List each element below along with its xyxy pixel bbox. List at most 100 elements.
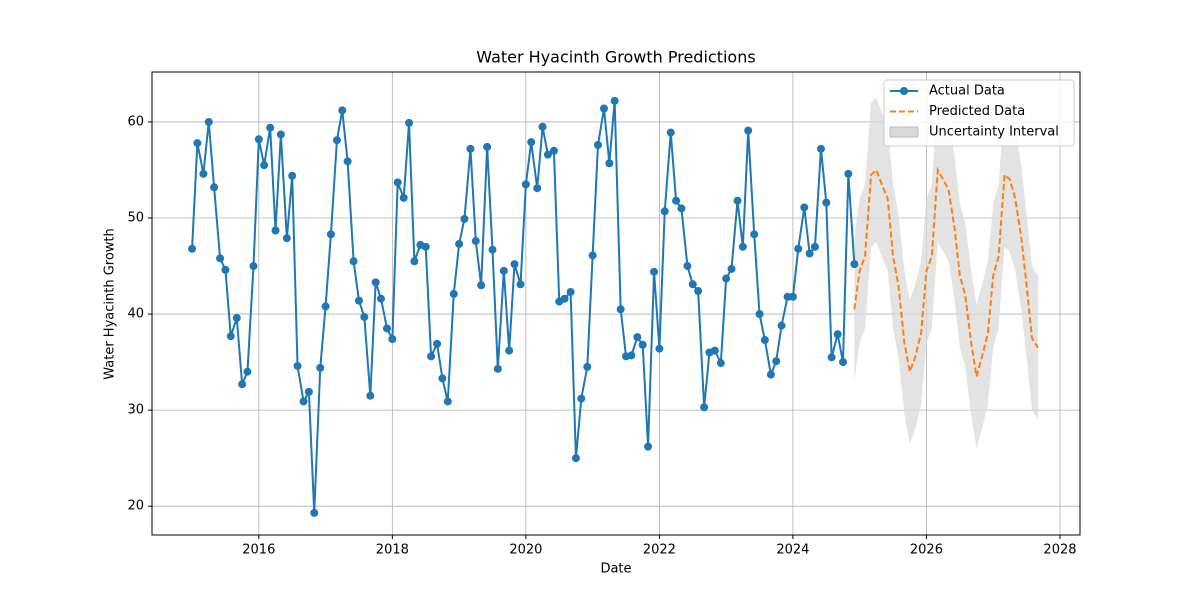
data-point	[788, 292, 797, 301]
data-point	[238, 380, 247, 389]
y-axis-label: Water Hyacinth Growth	[103, 228, 118, 380]
x-tick-label: 2024	[776, 543, 809, 558]
data-point	[349, 257, 358, 266]
data-point	[549, 146, 558, 155]
data-point	[360, 312, 369, 321]
x-tick-label: 2018	[376, 543, 409, 558]
x-axis-label: Date	[600, 562, 631, 577]
data-point	[844, 169, 853, 178]
x-tick-label: 2020	[509, 543, 542, 558]
data-point	[833, 330, 842, 339]
x-tick-label: 2026	[910, 543, 943, 558]
data-point	[438, 374, 447, 383]
data-point	[421, 242, 430, 251]
data-point	[499, 266, 508, 275]
data-point	[221, 265, 230, 274]
legend-swatch	[889, 126, 919, 138]
data-point	[343, 157, 352, 166]
data-point	[627, 351, 636, 360]
data-point	[794, 244, 803, 253]
x-tick-label: 2022	[643, 543, 676, 558]
data-point	[405, 118, 414, 127]
data-point	[683, 262, 692, 271]
data-point	[599, 104, 608, 113]
data-point	[577, 394, 586, 403]
data-point	[471, 237, 480, 246]
data-point	[672, 196, 681, 205]
data-point	[293, 361, 302, 370]
data-point	[354, 296, 363, 305]
data-point	[505, 346, 514, 355]
data-point	[710, 346, 719, 355]
data-point	[700, 403, 709, 412]
data-point	[560, 294, 569, 303]
data-point	[366, 391, 375, 400]
data-point	[694, 287, 703, 296]
legend-label: Uncertainty Interval	[929, 125, 1059, 140]
data-point	[750, 230, 759, 239]
data-point	[766, 370, 775, 379]
data-point	[466, 144, 475, 153]
data-point	[232, 313, 241, 322]
series-line	[853, 166, 1039, 377]
data-point	[616, 305, 625, 314]
data-point	[226, 332, 235, 341]
y-tick-label: 20	[127, 499, 144, 514]
data-point	[677, 204, 686, 213]
data-point	[483, 142, 492, 151]
data-point	[827, 353, 836, 362]
legend-box	[883, 79, 1075, 147]
data-point	[254, 135, 263, 144]
data-point	[427, 352, 436, 361]
data-point	[810, 242, 819, 251]
data-point	[688, 280, 697, 289]
data-point	[266, 123, 275, 132]
data-point	[460, 214, 469, 223]
data-point	[399, 193, 408, 202]
data-point	[533, 184, 542, 193]
x-tick-label: 2028	[1043, 543, 1076, 558]
data-point	[193, 139, 202, 148]
data-point	[288, 171, 297, 180]
data-point	[760, 336, 769, 345]
legend-label: Predicted Data	[929, 104, 1025, 119]
data-point	[593, 141, 602, 150]
data-point	[376, 294, 385, 303]
chart-title: Water Hyacinth Growth Predictions	[476, 48, 755, 67]
data-point	[800, 203, 809, 212]
data-point	[772, 357, 781, 366]
data-point	[583, 362, 592, 371]
data-point	[638, 340, 647, 349]
data-point	[543, 150, 552, 159]
data-point	[304, 387, 313, 396]
data-point	[493, 364, 502, 373]
legend-label: Actual Data	[929, 84, 1005, 99]
data-point	[666, 128, 675, 137]
plot-frame	[151, 71, 1081, 536]
data-point	[316, 363, 325, 372]
data-point	[650, 267, 659, 276]
data-point	[727, 264, 736, 273]
data-point	[538, 122, 547, 131]
data-point	[838, 358, 847, 367]
data-point	[433, 339, 442, 348]
data-point	[644, 442, 653, 451]
y-tick-label: 60	[127, 114, 144, 129]
x-tick-label: 2016	[242, 543, 275, 558]
data-point	[449, 289, 458, 298]
data-point	[566, 287, 575, 296]
data-point	[588, 251, 597, 260]
data-point	[571, 454, 580, 463]
data-point	[660, 207, 669, 216]
data-point	[510, 260, 519, 269]
y-tick-label: 50	[127, 211, 144, 226]
data-point	[326, 230, 335, 239]
data-point	[733, 196, 742, 205]
data-point	[216, 254, 225, 263]
data-point	[199, 169, 208, 178]
data-point	[633, 333, 642, 342]
data-point	[299, 397, 308, 406]
data-point	[610, 96, 619, 105]
data-point	[271, 226, 280, 235]
